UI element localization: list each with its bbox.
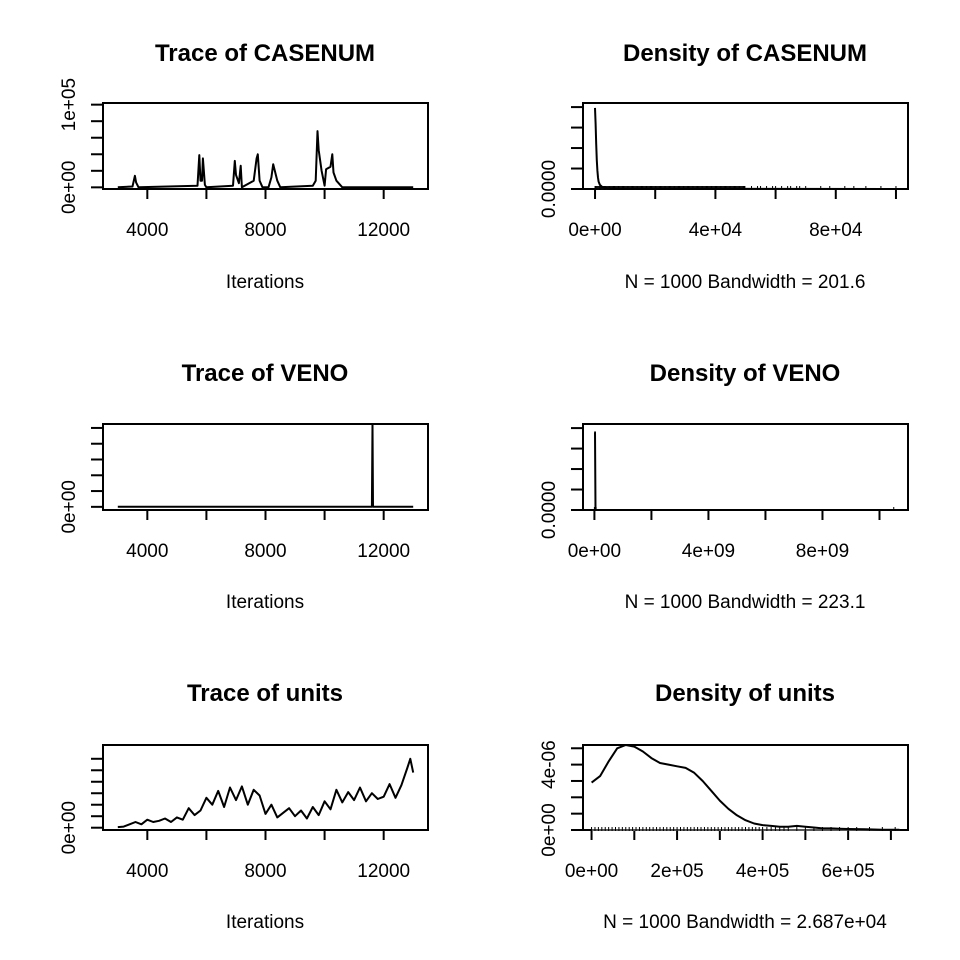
x-tick-label: 12000	[357, 861, 410, 882]
plot-frame	[102, 744, 429, 831]
x-axis-label: Iterations	[226, 592, 304, 613]
panel-5: Trace of units 4000 8000 12000 0e+00 Iteratio…	[59, 680, 429, 933]
plot-frame	[102, 423, 429, 511]
x-tick-label: 4e+09	[682, 541, 735, 562]
x-tick-label: 4000	[126, 220, 168, 241]
x-tick-label: 0e+00	[568, 541, 621, 562]
series-line	[590, 744, 900, 831]
x-tick-label: 12000	[357, 220, 410, 241]
x-tick-label: 8000	[244, 220, 286, 241]
panel-2: Density of CASENUM 0e+00 4e+04 8e+04 0.0000 N…	[539, 40, 909, 293]
x-tick-label: 0e+00	[568, 220, 621, 241]
x-tick-label: 8e+09	[796, 541, 849, 562]
panel-title: Trace of VENO	[182, 360, 349, 387]
y-tick-label: 1e+05	[59, 78, 80, 131]
x-tick-label: 4000	[126, 541, 168, 562]
panel-6: Density of units 0e+00 2e+05 4e+05 6e+05 0e+0…	[539, 680, 909, 933]
x-axis-label: Iterations	[226, 912, 304, 933]
panel-title: Density of units	[655, 680, 835, 707]
y-tick-label: 0.0000	[539, 481, 560, 539]
x-tick-label: 4e+04	[689, 220, 743, 241]
x-axis-label: Iterations	[226, 272, 304, 293]
panel-3: Trace of VENO 4000 8000 12000 0e+00 Iteration…	[59, 360, 429, 613]
plot-frame	[582, 423, 909, 511]
x-tick-label: 8e+04	[809, 220, 863, 241]
x-tick-label: 4e+05	[736, 861, 789, 882]
y-tick-label: 0e+00	[59, 801, 80, 854]
series-line	[117, 757, 415, 829]
panel-title: Trace of units	[187, 680, 343, 707]
panel-1: Trace of CASENUM 4000 8000 12000 0e+00 1e+05 I…	[59, 40, 429, 293]
plot-frame	[102, 102, 429, 190]
series-line	[117, 423, 414, 508]
y-tick-label: 0e+00	[59, 161, 80, 214]
x-tick-label: 2e+05	[650, 861, 703, 882]
x-tick-label: 0e+00	[565, 861, 618, 882]
density-info-label: N = 1000 Bandwidth = 2.687e+04	[603, 912, 887, 933]
series-line	[594, 431, 894, 511]
panel-title: Density of CASENUM	[623, 40, 867, 67]
x-tick-label: 8000	[244, 541, 286, 562]
series-line	[117, 130, 414, 189]
series-line	[594, 107, 897, 190]
density-info-label: N = 1000 Bandwidth = 201.6	[625, 272, 866, 293]
x-tick-label: 8000	[244, 861, 286, 882]
y-tick-label: 0.0000	[539, 160, 560, 218]
panel-title: Trace of CASENUM	[155, 40, 375, 67]
y-tick-label: 0e+00	[539, 803, 560, 856]
x-tick-label: 4000	[126, 861, 168, 882]
panel-4: Density of VENO 0e+00 4e+09 8e+09 0.0000 N = …	[539, 360, 909, 613]
panel-title: Density of VENO	[650, 360, 841, 387]
x-tick-label: 6e+05	[821, 861, 874, 882]
plot-frame	[582, 102, 909, 190]
plot-frame	[582, 744, 909, 831]
x-tick-label: 12000	[357, 541, 410, 562]
density-info-label: N = 1000 Bandwidth = 223.1	[625, 592, 866, 613]
y-tick-label: 0e+00	[59, 480, 80, 533]
y-tick-label: 4e-06	[539, 740, 560, 789]
